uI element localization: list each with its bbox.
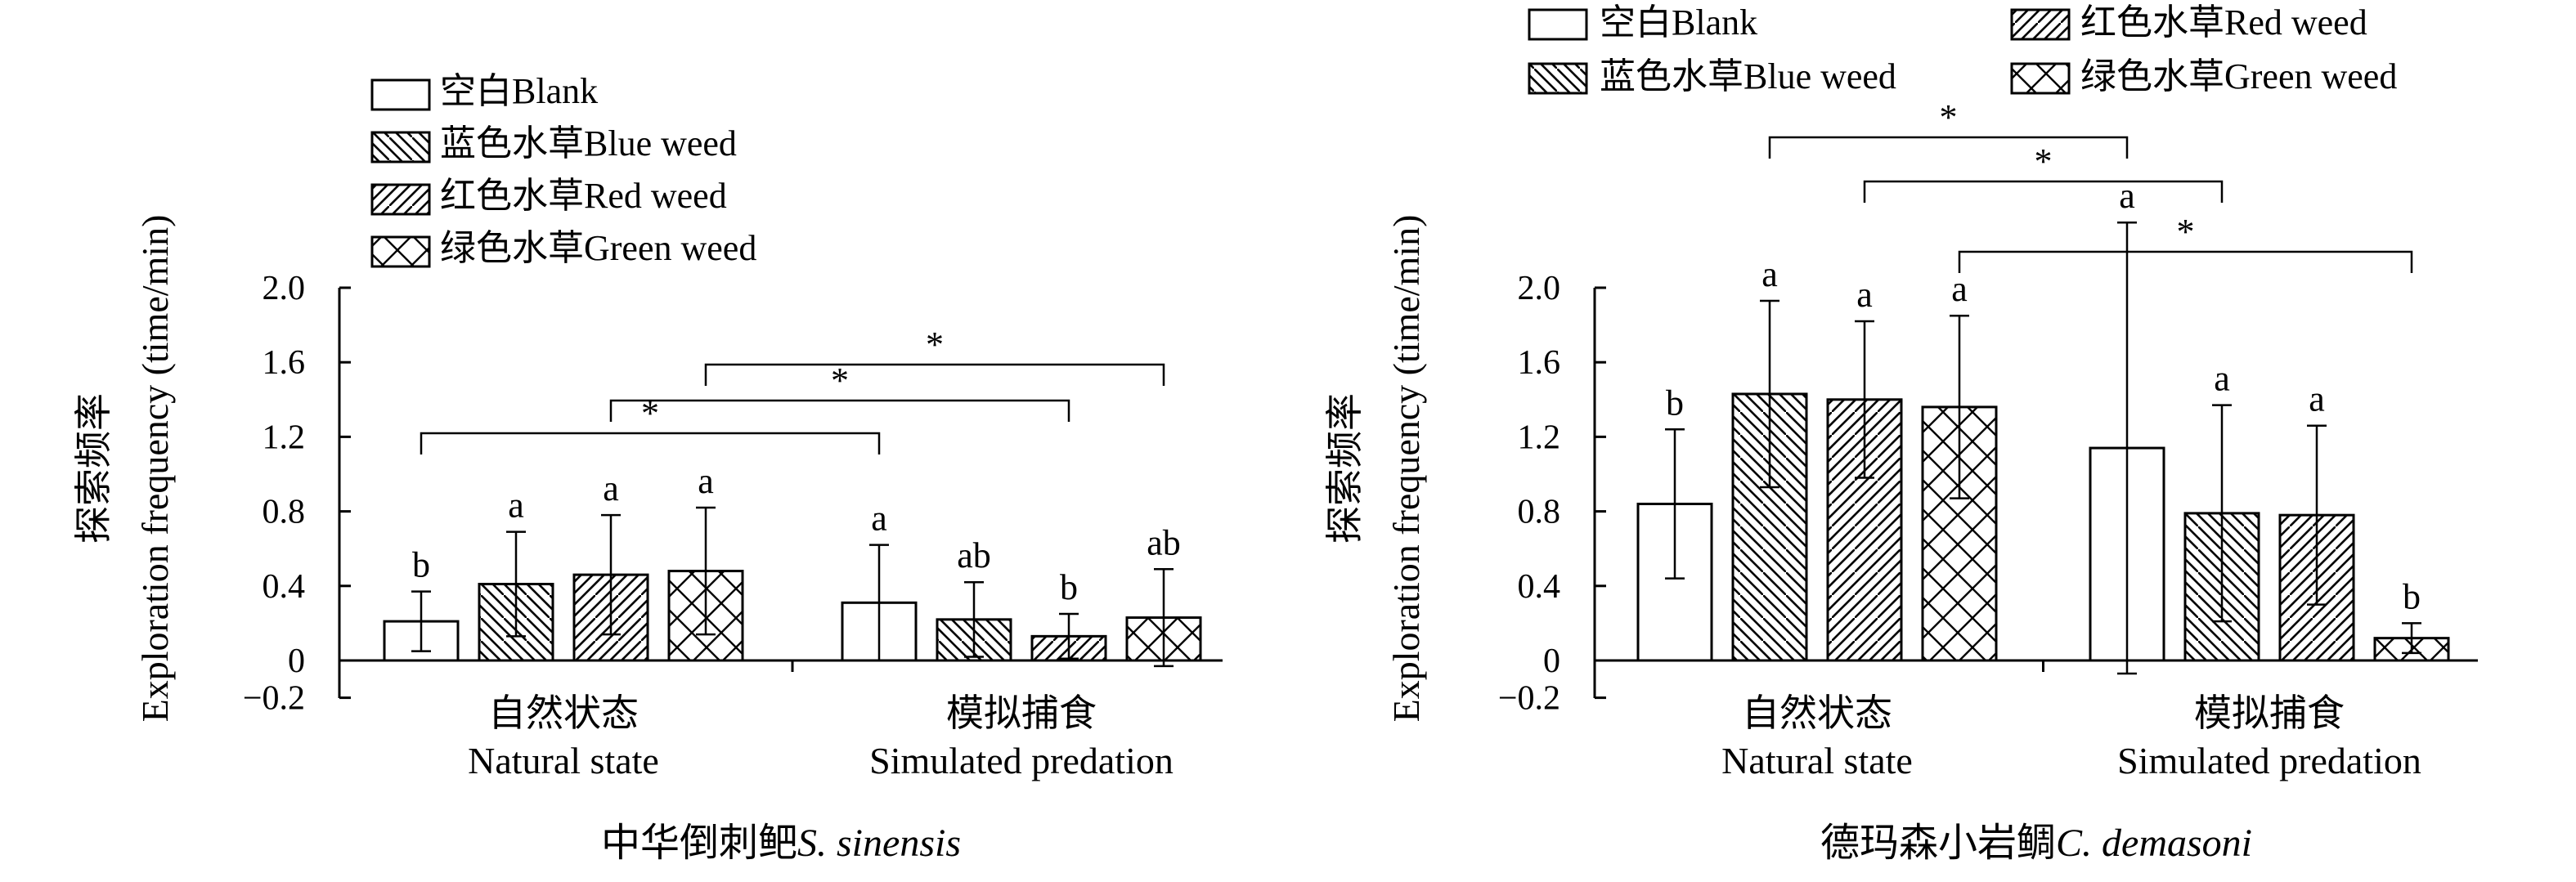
legend-swatch-blue xyxy=(1528,62,1588,95)
significance-letter: ab xyxy=(957,535,991,575)
group-label-en: Simulated predation xyxy=(2117,740,2421,781)
significance-bracket xyxy=(609,399,1070,422)
group-label-cn: 自然状态 xyxy=(1742,692,1892,734)
significance-letter: a xyxy=(1951,269,1968,309)
y-axis-label-cn: 探索频率 xyxy=(1324,393,1366,544)
significance-letter: b xyxy=(2403,576,2421,616)
chart-c-demasoni: −0.20 0.4 0.8 1.2 1.6 2.0 探索频率 Exploration freq… xyxy=(1324,97,2478,865)
significance-star: * xyxy=(2177,212,2195,252)
y-tick-label: −0.2 xyxy=(1498,680,1560,718)
significance-bracket xyxy=(704,363,1165,386)
y-tick-label: −0.2 xyxy=(243,680,305,718)
significance-star: * xyxy=(2035,141,2053,181)
y-tick-label: 1.6 xyxy=(263,344,306,382)
y-tick-label: 2.0 xyxy=(1518,270,1561,307)
significance-letter: b xyxy=(1666,383,1684,423)
group-label-cn: 模拟捕食 xyxy=(2194,692,2345,734)
chart-title-cn: 德玛森小岩鲷 xyxy=(1820,822,2056,865)
group-label-en: Natural state xyxy=(1721,740,1913,781)
chart-title: 中华倒刺鲃S. sinensis xyxy=(601,822,961,865)
chart-title: 德玛森小岩鲷C. demasoni xyxy=(1820,822,2252,865)
legend-left-item-blank: 空白Blank xyxy=(370,71,598,111)
legend-right-item-blue: 蓝色水草Blue weed xyxy=(1528,56,1896,96)
significance-letter: a xyxy=(603,468,619,508)
y-tick-label: 0.4 xyxy=(1518,568,1561,606)
y-tick-label: 0.8 xyxy=(1518,494,1561,531)
significance-letter: a xyxy=(1761,254,1778,294)
legend-left: 空白Blank 蓝色水草Blue weed 红色水草Red weed 绿色水草G… xyxy=(370,71,756,268)
significance-letter: b xyxy=(1060,567,1078,607)
legend-label-blue: 蓝色水草Blue weed xyxy=(1600,56,1896,96)
significance-letter: b xyxy=(412,545,430,585)
legend-swatch-blank xyxy=(370,78,431,111)
legend-label-green: 绿色水草Green weed xyxy=(2080,56,2397,96)
significance-bracket xyxy=(1768,136,2129,159)
y-tick-label: 1.2 xyxy=(263,419,306,456)
legend-left-item-red: 红色水草Red weed xyxy=(370,176,727,216)
legend-right-item-green: 绿色水草Green weed xyxy=(2010,56,2397,96)
significance-letter: a xyxy=(698,461,714,501)
legend-label-red: 红色水草Red weed xyxy=(2080,2,2367,43)
y-axis-label-en: Exploration frequency (time/min) xyxy=(134,215,176,723)
significance-star: * xyxy=(641,393,659,433)
legend-swatch-green xyxy=(370,235,431,268)
y-tick-label: 1.2 xyxy=(1518,419,1561,456)
significance-letter: a xyxy=(871,499,887,539)
significance-letter: a xyxy=(2119,176,2135,216)
legend-swatch-blank xyxy=(1528,8,1588,41)
significance-star: * xyxy=(926,325,944,365)
significance-bracket xyxy=(1958,250,2413,273)
legend-right-item-blank: 空白Blank xyxy=(1528,2,1757,43)
group-label-cn: 自然状态 xyxy=(488,692,639,734)
group-label-en: Natural state xyxy=(468,740,659,781)
significance-letter: a xyxy=(1856,275,1873,315)
y-tick-label: 0.8 xyxy=(263,494,306,531)
legend-swatch-green xyxy=(2010,62,2071,95)
chart-title-species: S. sinensis xyxy=(797,822,961,865)
legend-label-green: 绿色水草Green weed xyxy=(440,228,756,268)
y-axis-label-en: Exploration frequency (time/min) xyxy=(1385,215,1427,723)
y-tick-label: 2.0 xyxy=(263,270,306,307)
legend-swatch-red xyxy=(2010,8,2071,41)
significance-bracket xyxy=(1863,180,2224,203)
chart-title-species: C. demasoni xyxy=(2056,822,2252,865)
legend-label-red: 红色水草Red weed xyxy=(440,176,727,216)
chart-title-cn: 中华倒刺鲃 xyxy=(601,822,797,865)
significance-star: * xyxy=(831,360,849,401)
legend-label-blank: 空白Blank xyxy=(440,71,598,111)
legend-right-item-red: 红色水草Red weed xyxy=(2010,2,2367,43)
significance-letter: a xyxy=(2309,379,2325,419)
significance-letter: a xyxy=(2214,359,2230,399)
legend-label-blue: 蓝色水草Blue weed xyxy=(440,123,737,163)
group-label-cn: 模拟捕食 xyxy=(946,692,1097,734)
legend-label-blank: 空白Blank xyxy=(1600,2,1757,43)
significance-star: * xyxy=(1940,97,1958,137)
chart-s-sinensis: −0.20 0.4 0.8 1.2 1.6 2.0 探索频率 Exploration freq… xyxy=(73,215,1223,865)
y-tick-label: 0.4 xyxy=(263,568,306,606)
legend-right: 空白Blank 红色水草Red weed 蓝色水草Blue weed 绿色水草G… xyxy=(1528,2,2397,96)
y-axis-label-cn: 探索频率 xyxy=(73,393,114,544)
legend-swatch-blue xyxy=(370,131,431,163)
legend-swatch-red xyxy=(370,183,431,216)
legend-left-item-blue: 蓝色水草Blue weed xyxy=(370,123,737,163)
y-tick-label: 0 xyxy=(288,642,305,680)
significance-letter: a xyxy=(508,486,524,526)
legend-left-item-green: 绿色水草Green weed xyxy=(370,228,756,268)
y-tick-label: 1.6 xyxy=(1518,344,1561,382)
significance-letter: ab xyxy=(1147,522,1181,562)
group-label-en: Simulated predation xyxy=(869,740,1174,781)
y-tick-label: 0 xyxy=(1543,642,1560,680)
significance-bracket xyxy=(420,432,881,454)
